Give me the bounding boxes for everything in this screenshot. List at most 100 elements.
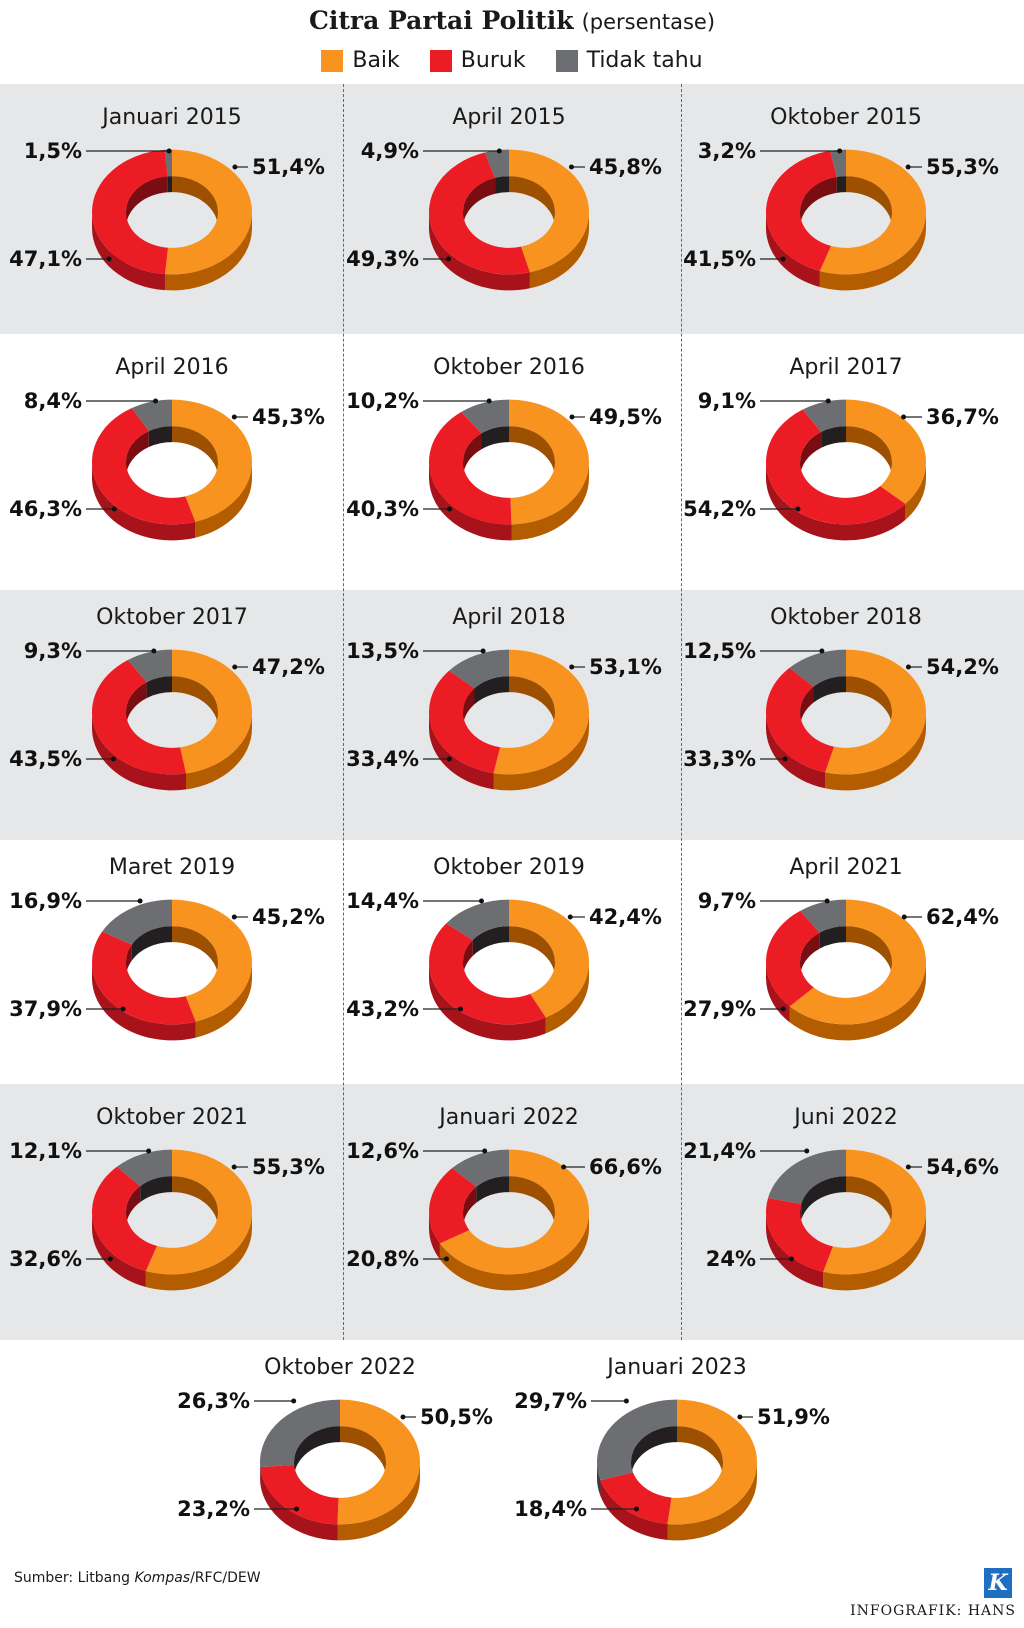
value-label-tidak-tahu: 14,4% <box>346 889 419 913</box>
donut-title: Oktober 2018 <box>770 605 922 630</box>
value-label-buruk: 32,6% <box>9 1247 82 1271</box>
donut-chart: April 2017 36,7% 54,2% 9,1% <box>683 355 999 541</box>
inner-wall-tidak-tahu <box>821 426 846 448</box>
donut-chart: Januari 2022 66,6% 20,8% 12,6% <box>346 1105 662 1291</box>
leader-dot-buruk <box>106 256 112 262</box>
donut-title: April 2015 <box>452 105 565 130</box>
slice-baik <box>509 149 589 273</box>
inner-wall-tidak-tahu <box>294 1426 340 1478</box>
value-label-buruk: 18,4% <box>514 1497 587 1521</box>
leader-dot-tidak-tahu <box>825 398 831 404</box>
inner-wall-baik <box>340 1426 386 1478</box>
donut-panel: Oktober 2016 49,5% 40,3% 10,2% <box>339 334 679 584</box>
leader-dot-baik <box>231 414 237 420</box>
value-label-buruk: 46,3% <box>9 497 82 521</box>
donut-chart: April 2021 62,4% 27,9% 9,7% <box>683 855 999 1041</box>
value-label-baik: 45,3% <box>252 405 325 429</box>
inner-wall-buruk <box>800 686 814 728</box>
slice-buruk <box>92 659 187 775</box>
side-buruk <box>766 712 826 789</box>
value-label-tidak-tahu: 12,1% <box>9 1139 82 1163</box>
inner-wall-tidak-tahu <box>813 676 846 703</box>
inner-wall-buruk <box>463 1186 477 1228</box>
inner-wall-tidak-tahu <box>472 926 509 956</box>
side-baik <box>195 962 252 1038</box>
value-label-baik: 54,6% <box>926 1155 999 1179</box>
inner-wall-baik <box>846 676 892 728</box>
leader-dot-tidak-tahu <box>819 648 825 654</box>
side-baik <box>337 1462 420 1541</box>
value-label-tidak-tahu: 21,4% <box>683 1139 756 1163</box>
slice-buruk <box>766 910 820 1007</box>
side-baik <box>825 712 926 791</box>
source-suffix: /RFC/DEW <box>190 1570 261 1586</box>
side-buruk <box>600 1480 668 1540</box>
value-label-tidak-tahu: 29,7% <box>514 1389 587 1413</box>
value-label-buruk: 43,5% <box>9 747 82 771</box>
side-buruk <box>92 1212 146 1287</box>
side-buruk <box>429 962 546 1041</box>
slice-tidak-tahu <box>448 649 509 689</box>
donut-title: April 2017 <box>789 355 902 380</box>
donut-chart: Oktober 2021 55,3% 32,6% 12,1% <box>9 1105 325 1291</box>
donut-chart: Oktober 2017 47,2% 43,5% 9,3% <box>9 605 325 791</box>
leader-dot-tidak-tahu <box>824 898 830 904</box>
value-label-baik: 49,5% <box>589 405 662 429</box>
value-label-buruk: 47,1% <box>9 247 82 271</box>
inner-wall-buruk <box>126 176 168 228</box>
donut-panel: Maret 2019 45,2% 37,9% 16,9% <box>2 834 342 1084</box>
value-label-baik: 42,4% <box>589 905 662 929</box>
donut-panel: Oktober 2022 50,5% 23,2% 26,3% <box>170 1334 510 1584</box>
slice-buruk <box>92 408 196 525</box>
donut-chart: April 2015 45,8% 49,3% 4,9% <box>346 105 662 291</box>
side-baik <box>511 462 589 541</box>
source-italic: Kompas <box>134 1570 191 1586</box>
inner-wall-buruk <box>126 944 132 978</box>
inner-wall-baik <box>172 676 218 728</box>
slice-tidak-tahu <box>116 1149 172 1186</box>
leader-dot-tidak-tahu <box>291 1398 297 1404</box>
slice-tidak-tahu <box>802 399 846 432</box>
inner-wall-tidak-tahu <box>476 1176 509 1203</box>
inner-wall-buruk <box>463 177 496 228</box>
leader-dot-buruk <box>634 1506 640 1512</box>
donut-chart: Oktober 2015 55,3% 41,5% 3,2% <box>683 105 999 291</box>
leader-dot-buruk <box>446 256 452 262</box>
inner-wall-baik <box>509 676 555 728</box>
column-divider-left <box>343 84 344 1340</box>
leader-dot-baik <box>901 914 907 920</box>
leader-dot-buruk <box>789 1256 795 1262</box>
side-baik <box>493 712 589 791</box>
donut-title: April 2016 <box>115 355 228 380</box>
donut-title: Juni 2022 <box>792 1105 897 1130</box>
inner-wall-tidak-tahu <box>631 1426 677 1478</box>
row-band-5 <box>0 1084 1024 1340</box>
legend-item-tidak-tahu: Tidak tahu <box>555 48 703 73</box>
value-label-baik: 45,2% <box>252 905 325 929</box>
inner-wall-tidak-tahu <box>131 926 172 961</box>
inner-wall-buruk <box>126 682 147 728</box>
slice-buruk <box>260 1464 339 1525</box>
inner-wall-baik <box>172 426 218 478</box>
side-buruk <box>766 1212 824 1288</box>
value-label-baik: 53,1% <box>589 655 662 679</box>
value-label-tidak-tahu: 4,9% <box>361 139 419 163</box>
value-label-buruk: 41,5% <box>683 247 756 271</box>
leader-dot-buruk <box>120 1006 126 1012</box>
inner-wall-tidak-tahu <box>495 176 509 194</box>
inner-wall-buruk <box>800 176 837 228</box>
slice-baik <box>493 649 589 775</box>
donut-panel: Oktober 2015 55,3% 41,5% 3,2% <box>676 84 1016 334</box>
leader-dot-tidak-tahu <box>837 148 843 154</box>
donut-chart: Oktober 2022 50,5% 23,2% 26,3% <box>177 1355 493 1541</box>
slice-buruk <box>429 670 501 774</box>
inner-wall-baik <box>846 426 892 478</box>
slice-buruk <box>766 1198 833 1272</box>
value-label-tidak-tahu: 1,5% <box>24 139 82 163</box>
side-baik <box>439 1212 589 1291</box>
slice-baik <box>667 1399 758 1525</box>
legend-item-baik: Baik <box>321 48 400 73</box>
inner-wall-tidak-tahu <box>474 676 509 705</box>
inner-wall-tidak-tahu <box>148 426 172 448</box>
leader-dot-baik <box>231 914 237 920</box>
